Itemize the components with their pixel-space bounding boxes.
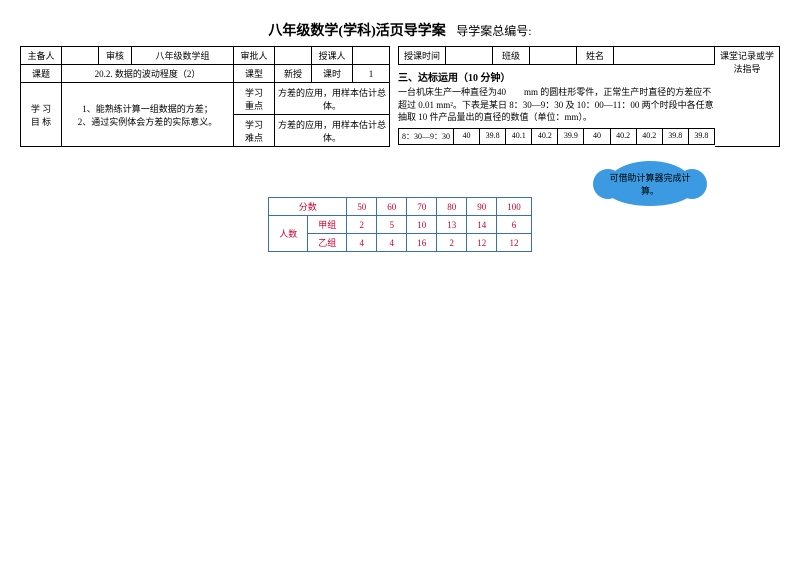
data-row: 8：30—9：30 40 39.8 40.1 40.2 39.9 40 40.2… <box>398 128 715 145</box>
section-heading: 三、达标运用（10 分钟） <box>398 69 715 84</box>
label-kexing: 课型 <box>234 65 275 83</box>
note-column: 课堂记录或学法指导 <box>715 46 780 147</box>
val-kexing: 新授 <box>275 65 312 83</box>
mini-r1-7: 6 <box>497 216 532 234</box>
mini-r1-1: 甲组 <box>308 216 347 234</box>
val-nandian: 方差的应用，用样本估计总体。 <box>275 115 390 147</box>
label-goals: 学 习 目 标 <box>21 83 62 147</box>
mini-h6: 100 <box>497 198 532 216</box>
data-cell: 40 <box>583 129 609 144</box>
mini-h1: 50 <box>347 198 377 216</box>
mini-r1-3: 5 <box>377 216 407 234</box>
data-cell: 39.8 <box>479 129 505 144</box>
label-nandian: 学习 难点 <box>234 115 275 147</box>
data-cell: 39.9 <box>557 129 583 144</box>
mini-r1-6: 14 <box>467 216 497 234</box>
data-cell: 40.2 <box>636 129 662 144</box>
mini-r1-5: 13 <box>437 216 467 234</box>
label-zhongdian: 学习 重点 <box>234 83 275 115</box>
mini-r2-4: 16 <box>407 234 437 252</box>
label-keti: 课题 <box>21 65 62 83</box>
mini-h3: 70 <box>407 198 437 216</box>
mini-r1-4: 10 <box>407 216 437 234</box>
data-cell: 40.2 <box>531 129 557 144</box>
mini-r2-6: 12 <box>467 234 497 252</box>
val-keshi: 1 <box>353 65 390 83</box>
cloud-callout: 可借助计算器完成计算。 <box>605 161 695 206</box>
label-shenhe: 审核 <box>99 47 132 65</box>
data-cell: 40 <box>453 129 479 144</box>
page-title: 八年级数学(学科)活页导学案 <box>268 24 445 39</box>
meta-table: 主备人 审核 八年级数学组 审批人 授课人 课题 20.2. 数据的波动程度（2… <box>20 46 390 147</box>
cloud-text: 可借助计算器完成计算。 <box>609 171 691 197</box>
page-subtitle: 导学案总编号: <box>456 24 531 38</box>
val-shenhe: 八年级数学组 <box>132 47 234 65</box>
label-xingming: 姓名 <box>577 47 614 65</box>
data-cell: 39.8 <box>688 129 714 144</box>
mini-r2-3: 4 <box>377 234 407 252</box>
mini-r2-7: 12 <box>497 234 532 252</box>
mini-r1-2: 2 <box>347 216 377 234</box>
label-shenpi: 审批人 <box>234 47 275 65</box>
val-zhongdian: 方差的应用，用样本估计总体。 <box>275 83 390 115</box>
mini-h4: 80 <box>437 198 467 216</box>
label-time: 授课时间 <box>399 47 446 65</box>
val-keti: 20.2. 数据的波动程度（2） <box>62 65 234 83</box>
section-body: 一台机床生产一种直径为40 mm 的圆柱形零件，正常生产时直径的方差应不超过 0… <box>398 86 715 124</box>
mini-r2-5: 2 <box>437 234 467 252</box>
data-cell: 40.2 <box>610 129 636 144</box>
mini-table: 分数 50 60 70 80 90 100 人数 甲组 2 5 10 13 14… <box>268 197 532 252</box>
val-goals: 1、能熟练计算一组数据的方差； 2、通过实例体会方差的实际意义。 <box>62 83 234 147</box>
mini-r1-0: 人数 <box>269 216 308 252</box>
meta-table-right: 授课时间 班级 姓名 <box>398 46 715 65</box>
data-label: 8：30—9：30 <box>398 129 453 144</box>
label-banji: 班级 <box>493 47 530 65</box>
mini-r2-1: 乙组 <box>308 234 347 252</box>
label-keshi: 课时 <box>312 65 353 83</box>
label-shouke: 授课人 <box>312 47 353 65</box>
mini-h0: 分数 <box>269 198 347 216</box>
data-cell: 40.1 <box>505 129 531 144</box>
label-zhuban: 主备人 <box>21 47 62 65</box>
data-cell: 39.8 <box>662 129 688 144</box>
mini-h2: 60 <box>377 198 407 216</box>
mini-r2-2: 4 <box>347 234 377 252</box>
mini-h5: 90 <box>467 198 497 216</box>
